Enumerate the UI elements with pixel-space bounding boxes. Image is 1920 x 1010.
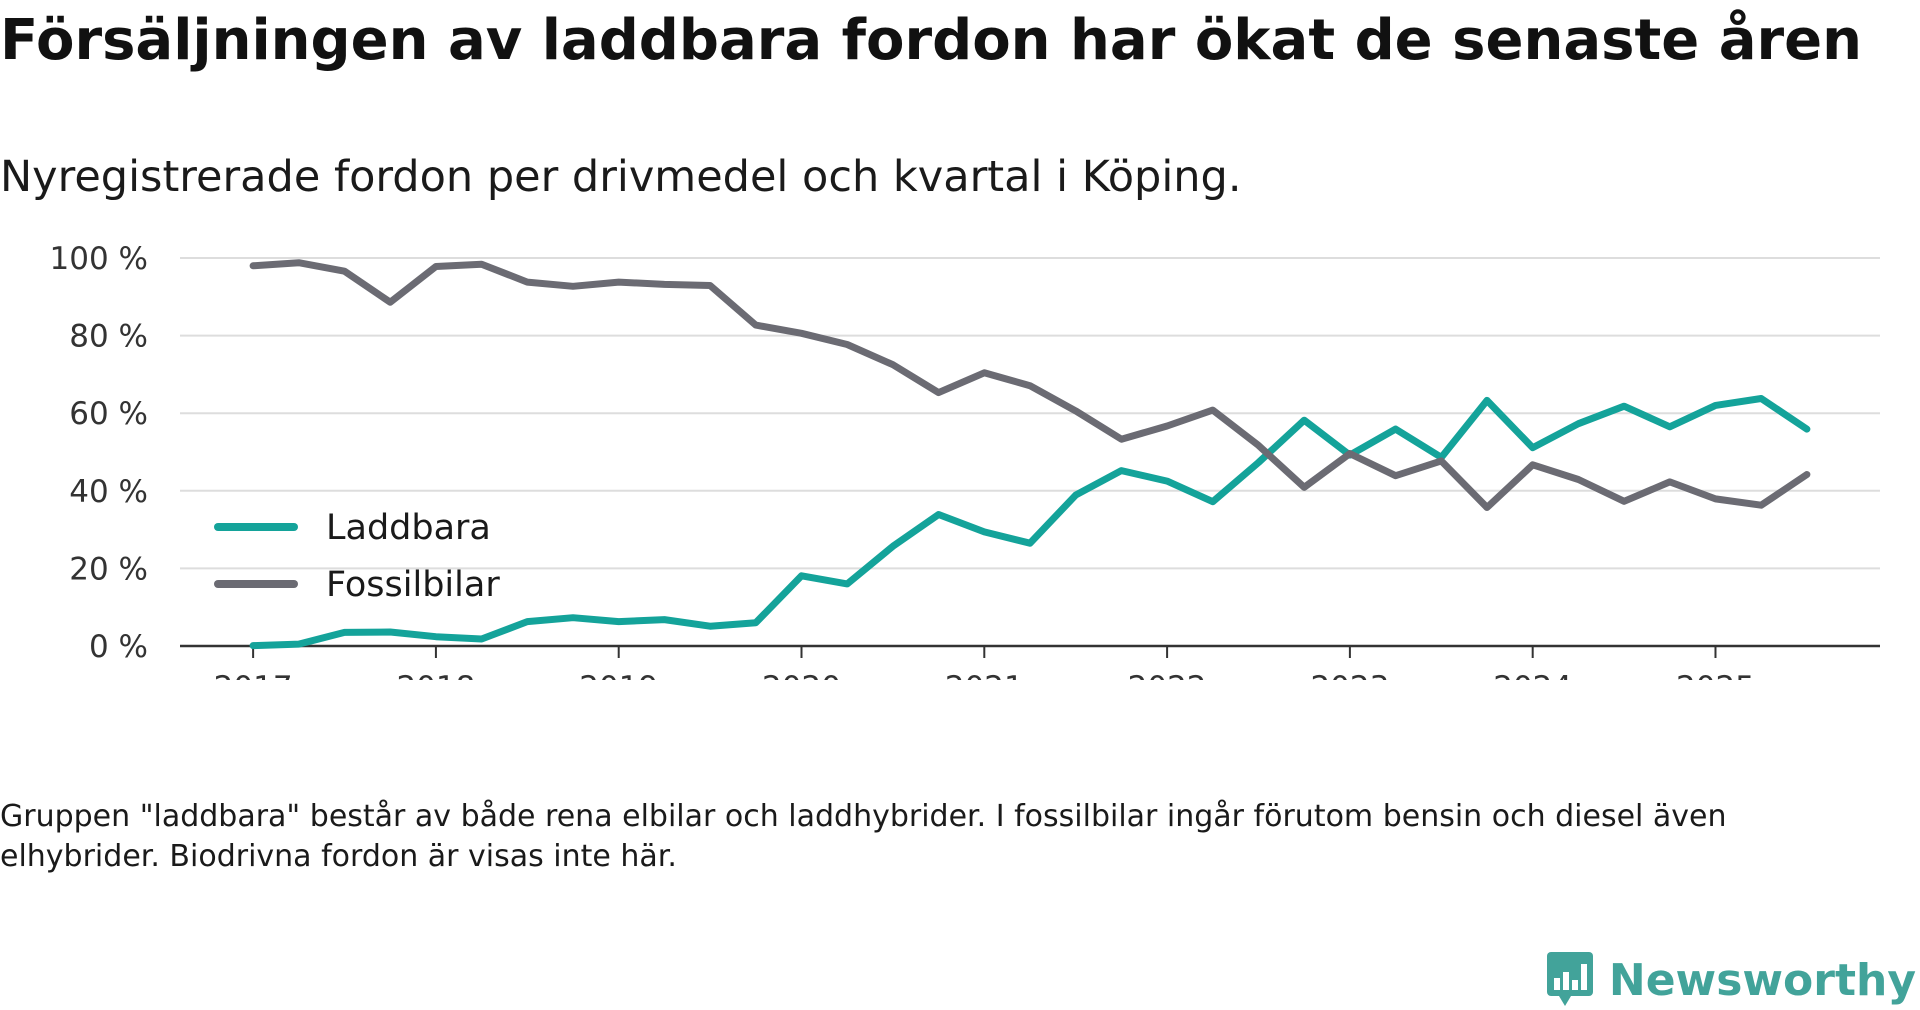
x-tick-label: 2019: [579, 670, 658, 680]
y-tick-label: 20 %: [69, 551, 148, 587]
legend: Laddbara Fossilbilar: [214, 508, 500, 605]
x-tick-label: 2018: [396, 670, 475, 680]
legend-label: Fossilbilar: [326, 565, 500, 605]
y-tick-label: 0 %: [89, 629, 148, 665]
series-lines: [249, 259, 1811, 650]
series-line-fossilbilar: [249, 259, 1811, 511]
y-tick-label: 100 %: [50, 241, 148, 277]
brand-name: Newsworthy: [1608, 954, 1916, 1006]
legend-label: Laddbara: [326, 508, 491, 548]
x-tick-label: 2022: [1128, 670, 1207, 680]
x-tick-label: 2017: [214, 670, 293, 680]
chart-subtitle: Nyregistrerade fordon per drivmedel och …: [0, 152, 1242, 202]
y-axis: 0 % 20 % 40 % 60 % 80 % 100 %: [50, 241, 148, 665]
line-chart: 0 % 20 % 40 % 60 % 80 % 100 % 2017 2018 2019 202…: [50, 241, 1880, 680]
chart-title: Försäljningen av laddbara fordon har öka…: [0, 8, 1862, 73]
y-tick-label: 60 %: [69, 396, 148, 432]
x-tick-label: 2024: [1493, 670, 1572, 680]
x-tick-label: 2021: [945, 670, 1024, 680]
footnote: Gruppen "laddbara" består av både rena e…: [0, 799, 1727, 874]
x-tick-label: 2020: [762, 670, 841, 680]
x-tick-label: 2025: [1676, 670, 1755, 680]
y-tick-label: 80 %: [69, 319, 148, 355]
newsworthy-logo-icon: [1546, 952, 1593, 1006]
brand-logo: Newsworthy: [1545, 950, 1916, 1010]
x-axis: 2017 2018 2019 2020 2021 2022 2023 2024 2025: [180, 644, 1880, 680]
y-tick-label: 40 %: [69, 474, 148, 510]
x-tick-label: 2023: [1310, 670, 1389, 680]
